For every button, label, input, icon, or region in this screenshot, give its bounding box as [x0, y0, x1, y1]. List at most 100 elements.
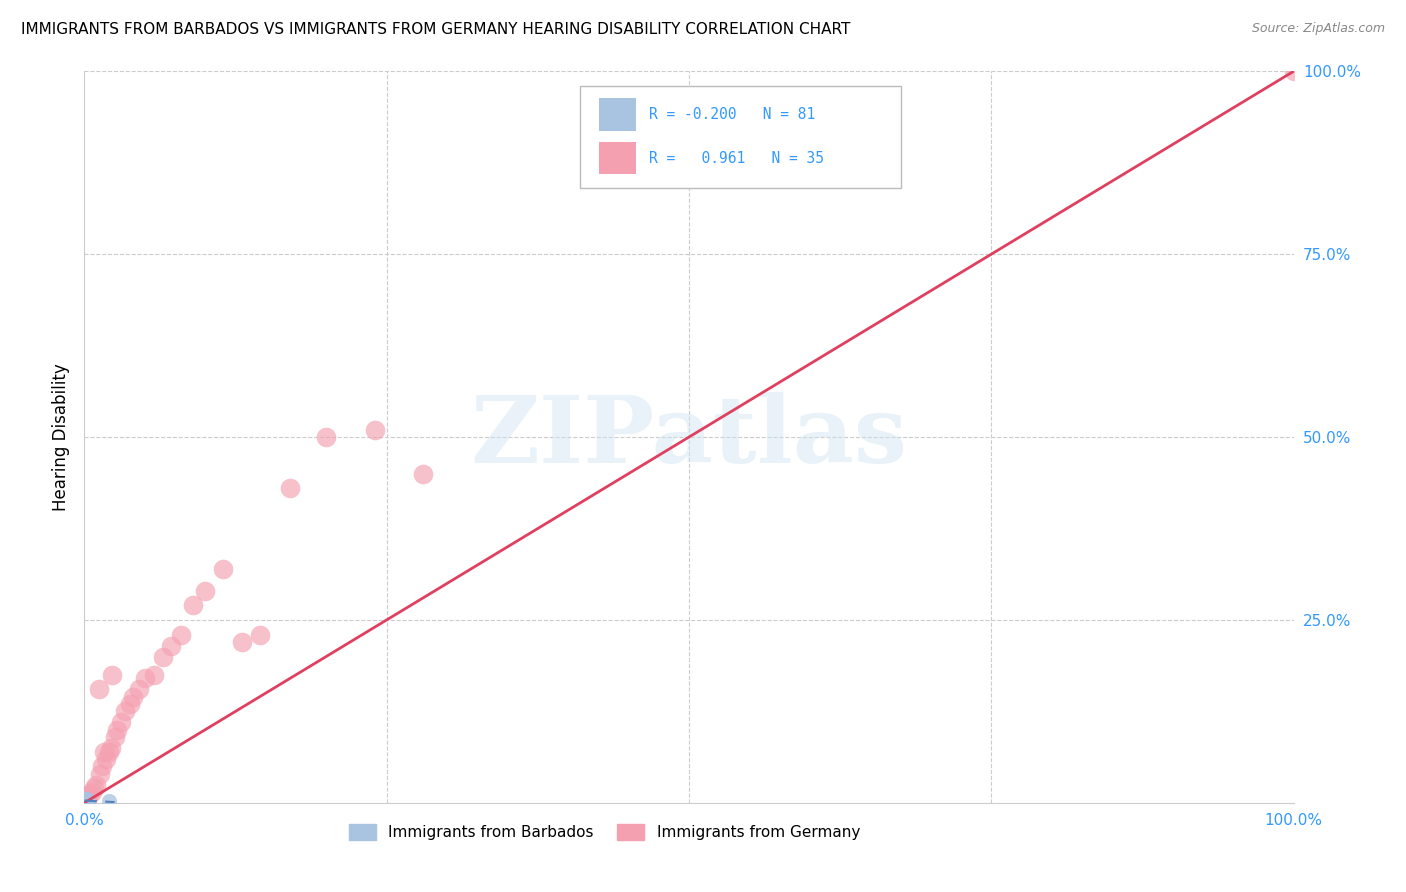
Point: [76, 794, 98, 808]
Point: [75, 794, 97, 808]
Point: [76, 794, 98, 808]
Point: [80, 785, 103, 799]
Point: [73, 794, 96, 808]
Point: [97, 745, 120, 759]
Point: [76, 795, 98, 809]
Point: [101, 667, 124, 681]
Point: [73, 792, 96, 806]
Point: [181, 599, 204, 613]
Point: [86, 778, 108, 792]
Point: [114, 705, 136, 719]
Point: [87, 682, 110, 697]
Point: [363, 423, 385, 437]
Point: [170, 627, 193, 641]
Point: [278, 481, 301, 495]
Point: [76, 794, 98, 808]
Point: [75, 794, 97, 808]
Point: [76, 795, 98, 809]
Point: [73, 794, 96, 808]
Point: [77, 789, 100, 803]
Point: [76, 794, 98, 808]
Point: [73, 793, 96, 807]
Point: [73, 794, 96, 808]
Point: [76, 794, 98, 808]
Point: [75, 794, 97, 808]
Point: [75, 794, 97, 808]
FancyBboxPatch shape: [581, 86, 901, 188]
Point: [75, 794, 97, 808]
Point: [73, 795, 96, 809]
Point: [75, 794, 97, 808]
Point: [73, 794, 96, 808]
Point: [75, 795, 97, 809]
Point: [73, 794, 96, 808]
Point: [76, 794, 98, 808]
Point: [76, 792, 98, 806]
Point: [76, 795, 98, 809]
Point: [76, 794, 98, 808]
Point: [128, 682, 150, 697]
Point: [76, 795, 98, 809]
Point: [76, 793, 98, 807]
Point: [75, 793, 97, 807]
Point: [110, 715, 132, 730]
Point: [73, 793, 96, 807]
Point: [212, 562, 235, 576]
FancyBboxPatch shape: [599, 143, 636, 175]
Point: [76, 794, 98, 808]
Legend: Immigrants from Barbados, Immigrants from Germany: Immigrants from Barbados, Immigrants fro…: [343, 818, 866, 847]
Text: R = -0.200   N = 81: R = -0.200 N = 81: [650, 107, 815, 122]
Point: [75, 792, 97, 806]
Point: [76, 794, 98, 808]
Point: [83, 781, 105, 796]
Point: [76, 795, 98, 809]
Point: [75, 795, 97, 809]
Point: [91, 759, 114, 773]
Point: [160, 639, 183, 653]
Point: [75, 795, 97, 809]
Point: [75, 794, 97, 808]
Point: [194, 583, 217, 598]
Point: [73, 793, 96, 807]
Point: [73, 793, 96, 807]
Point: [76, 795, 98, 809]
Point: [104, 730, 127, 744]
Point: [75, 794, 97, 808]
Text: ZIPatlas: ZIPatlas: [471, 392, 907, 482]
Point: [75, 795, 97, 809]
Point: [73, 793, 96, 807]
Point: [73, 794, 96, 808]
Point: [73, 793, 96, 807]
Point: [75, 793, 97, 807]
Point: [73, 792, 96, 806]
Point: [73, 794, 96, 808]
FancyBboxPatch shape: [599, 98, 636, 130]
Text: R =   0.961   N = 35: R = 0.961 N = 35: [650, 151, 824, 166]
Point: [73, 793, 96, 807]
Point: [75, 794, 97, 808]
Point: [100, 740, 122, 755]
Point: [73, 794, 96, 808]
Point: [152, 649, 174, 664]
Point: [75, 794, 97, 808]
Point: [73, 793, 96, 807]
Point: [73, 792, 96, 806]
Point: [75, 795, 97, 809]
Point: [105, 723, 128, 737]
Point: [76, 795, 98, 809]
Point: [231, 635, 253, 649]
Point: [412, 467, 434, 481]
Point: [76, 794, 98, 808]
Point: [134, 672, 156, 686]
Point: [120, 697, 142, 711]
Point: [1282, 64, 1305, 78]
Point: [249, 627, 271, 641]
Point: [73, 795, 96, 809]
Point: [75, 794, 97, 808]
Point: [77, 794, 100, 808]
Point: [75, 794, 97, 808]
Point: [75, 795, 97, 809]
Point: [73, 794, 96, 808]
Y-axis label: Hearing Disability: Hearing Disability: [52, 363, 70, 511]
Point: [94, 752, 117, 766]
